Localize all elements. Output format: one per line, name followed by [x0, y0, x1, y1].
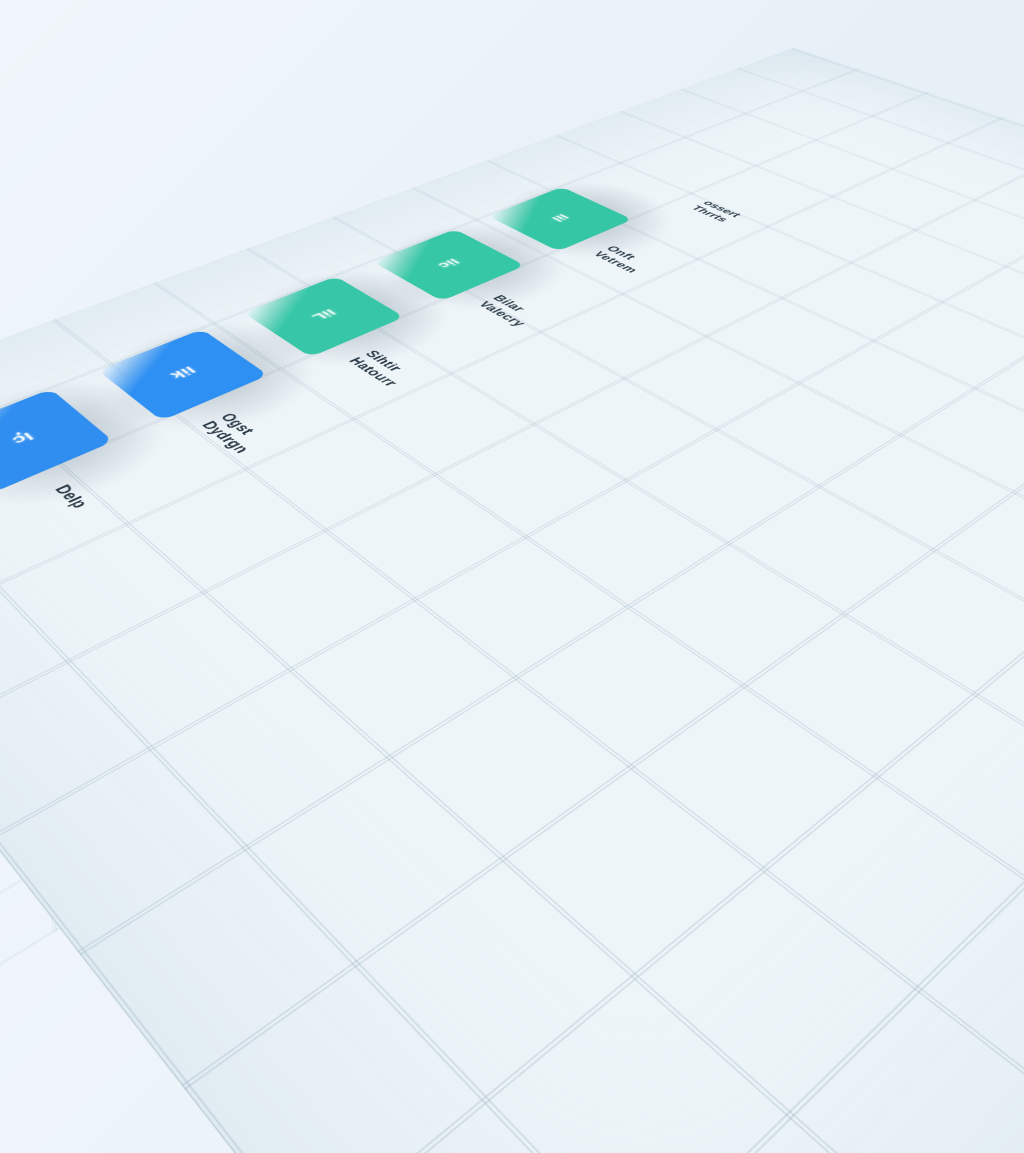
- chart-scene: Job Rtaleoppsthilts IࣣcIikIiLIicIil Delp…: [0, 0, 1024, 873]
